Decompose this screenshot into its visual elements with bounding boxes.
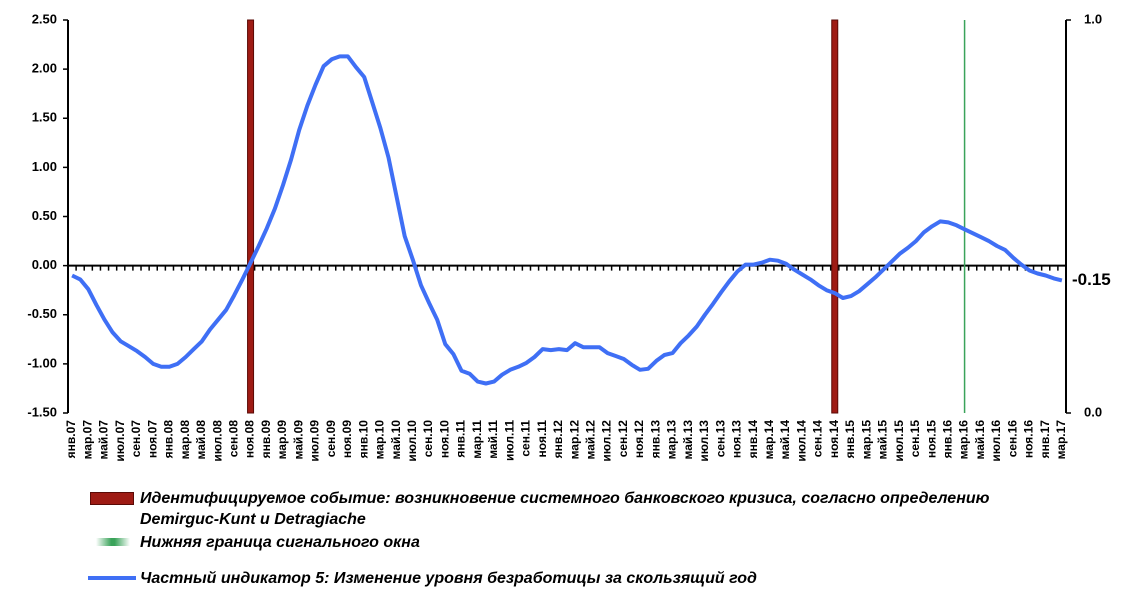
legend-item: Идентифицируемое событие: возникновение … — [88, 488, 1060, 530]
x-tick-label: сен.07 — [129, 420, 143, 458]
x-tick-label: янв.07 — [64, 420, 78, 459]
legend-swatch — [88, 488, 136, 509]
x-tick-label: янв.12 — [551, 420, 565, 459]
x-tick-label: июл.15 — [892, 420, 906, 462]
legend-item: Нижняя граница сигнального окна — [88, 532, 1060, 553]
x-tick-label: янв.13 — [648, 420, 662, 459]
y-tick-label: 0.00 — [32, 257, 57, 272]
x-tick-label: сен.14 — [811, 420, 825, 458]
x-tick-label: июл.14 — [794, 420, 808, 462]
x-tick-label: июл.13 — [697, 420, 711, 462]
x-tick-label: янв.15 — [843, 420, 857, 459]
x-tick-label: ноя.11 — [535, 420, 549, 458]
x-tick-label: май.08 — [194, 420, 208, 460]
x-tick-label: сен.16 — [1005, 420, 1019, 458]
x-tick-label: мар.17 — [1054, 420, 1068, 460]
y-tick-label: 1.00 — [32, 159, 57, 174]
x-tick-label: янв.17 — [1038, 420, 1052, 459]
x-tick-label: янв.14 — [746, 420, 760, 459]
x-tick-label: ноя.10 — [437, 420, 451, 458]
x-tick-label: сен.13 — [713, 420, 727, 458]
x-tick-label: мар.09 — [275, 420, 289, 460]
legend-label: Частный индикатор 5: Изменение уровня бе… — [140, 570, 757, 587]
legend-label: Нижняя граница сигнального окна — [140, 534, 420, 551]
y-tick-label: -0.50 — [27, 306, 57, 321]
y-tick-label: -1.00 — [27, 355, 57, 370]
x-tick-label: июл.16 — [989, 420, 1003, 462]
x-tick-label: янв.08 — [162, 420, 176, 459]
x-tick-label: июл.09 — [308, 420, 322, 462]
x-tick-label: июл.10 — [405, 420, 419, 462]
x-tick-label: май.15 — [876, 420, 890, 460]
x-tick-label: мар.08 — [178, 420, 192, 460]
x-tick-label: янв.09 — [259, 420, 273, 459]
x-tick-label: мар.07 — [80, 420, 94, 460]
y2-tick-label: 0.0 — [1084, 404, 1102, 419]
x-tick-label: июл.12 — [600, 420, 614, 462]
x-tick-label: мар.11 — [470, 420, 484, 459]
y-tick-label: 0.50 — [32, 208, 57, 223]
x-tick-label: сен.15 — [908, 420, 922, 458]
y-tick-label: 2.50 — [32, 11, 57, 26]
x-tick-label: июл.07 — [113, 420, 127, 462]
x-tick-label: сен.11 — [519, 420, 533, 457]
x-tick-label: май.11 — [486, 420, 500, 459]
x-tick-label: мар.14 — [762, 420, 776, 460]
x-tick-label: май.16 — [973, 420, 987, 460]
x-tick-label: мар.13 — [665, 420, 679, 460]
x-tick-label: ноя.13 — [730, 420, 744, 458]
x-tick-label: ноя.16 — [1022, 420, 1036, 458]
x-tick-label: мар.10 — [373, 420, 387, 460]
y2-tick-label: 1.0 — [1084, 11, 1102, 26]
x-tick-label: май.12 — [584, 420, 598, 460]
y-tick-label: -1.50 — [27, 404, 57, 419]
x-tick-label: май.14 — [778, 420, 792, 460]
x-tick-label: ноя.15 — [924, 420, 938, 458]
x-tick-label: сен.09 — [324, 420, 338, 458]
end-value-label: -0.15 — [1072, 270, 1111, 289]
x-tick-label: сен.10 — [421, 420, 435, 458]
legend-swatch — [88, 532, 136, 553]
indicator-line — [71, 54, 1063, 386]
x-tick-label: ноя.14 — [827, 420, 841, 458]
x-tick-label: сен.08 — [227, 420, 241, 458]
x-tick-label: мар.15 — [859, 420, 873, 460]
legend-swatch — [88, 568, 136, 589]
x-tick-label: янв.11 — [454, 420, 468, 458]
x-tick-label: янв.16 — [941, 420, 955, 459]
x-tick-label: май.07 — [97, 420, 111, 460]
x-tick-label: май.09 — [291, 420, 305, 460]
event-bar — [247, 19, 255, 414]
x-tick-label: ноя.09 — [340, 420, 354, 458]
x-tick-label: ноя.07 — [145, 420, 159, 458]
x-tick-label: ноя.08 — [243, 420, 257, 458]
x-tick-label: июл.08 — [210, 420, 224, 462]
x-tick-label: ноя.12 — [632, 420, 646, 458]
x-tick-label: мар.16 — [957, 420, 971, 460]
y-tick-label: 2.00 — [32, 61, 57, 76]
x-tick-label: июл.11 — [502, 420, 516, 461]
event-bar — [831, 19, 839, 414]
legend-label: Идентифицируемое событие: возникновение … — [140, 490, 990, 528]
x-tick-label: май.10 — [389, 420, 403, 460]
x-tick-label: сен.12 — [616, 420, 630, 458]
legend-item: Частный индикатор 5: Изменение уровня бе… — [88, 568, 1060, 589]
y-tick-label: 1.50 — [32, 110, 57, 125]
x-tick-label: мар.12 — [567, 420, 581, 460]
chart: -1.50 -1.00 -0.50 0.00 0.50 1.00 1.50 2.00 2.50 0… — [27, 11, 1111, 462]
x-tick-label: янв.10 — [356, 420, 370, 459]
x-tick-label: май.13 — [681, 420, 695, 460]
